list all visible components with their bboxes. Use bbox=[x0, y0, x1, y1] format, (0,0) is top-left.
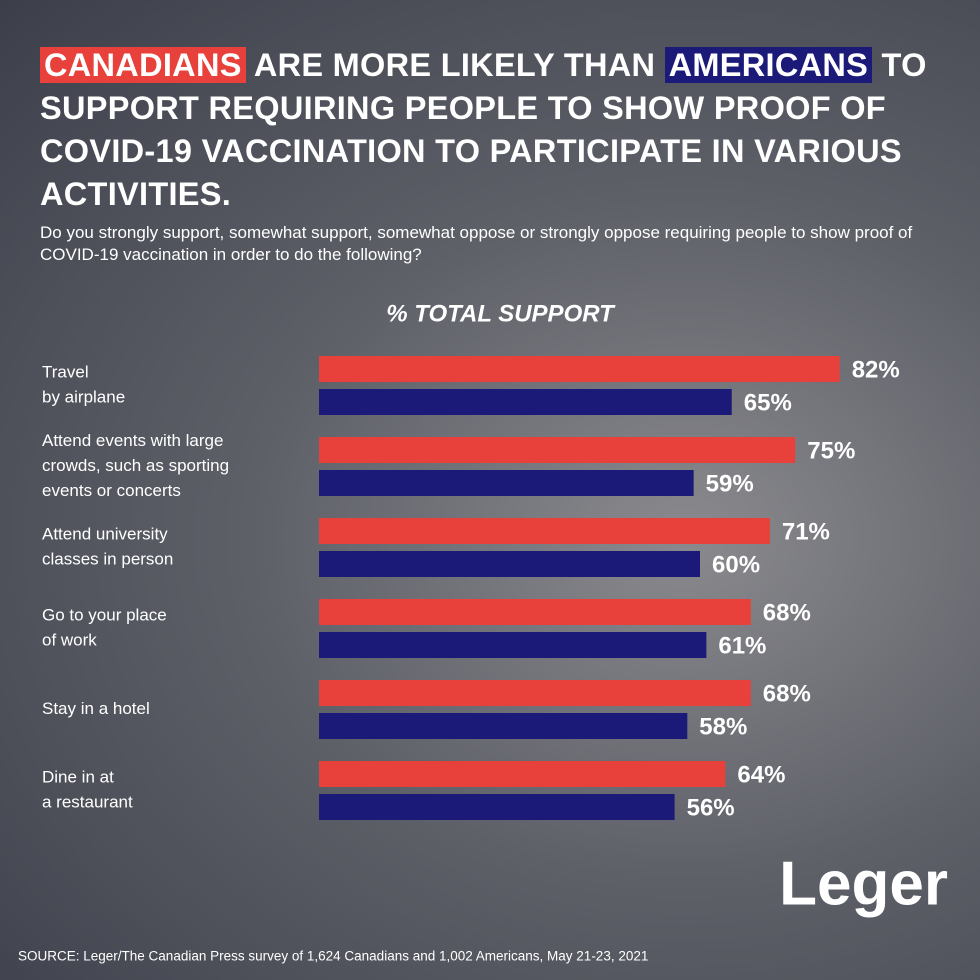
category-label: a restaurant bbox=[42, 792, 133, 811]
bar bbox=[319, 599, 751, 625]
category-label: by airplane bbox=[42, 387, 125, 406]
value-label: 65% bbox=[744, 389, 792, 416]
value-label: 56% bbox=[687, 794, 735, 821]
category-label: Travel bbox=[42, 362, 89, 381]
logo: Leger bbox=[779, 849, 948, 918]
bar bbox=[319, 437, 796, 463]
bar bbox=[319, 680, 751, 706]
bar bbox=[319, 761, 726, 787]
value-label: 64% bbox=[737, 761, 785, 788]
value-label: 75% bbox=[807, 437, 855, 464]
value-header: % TOTAL SUPPORT bbox=[386, 300, 616, 327]
category-label: Attend university bbox=[42, 524, 168, 543]
value-label: 71% bbox=[782, 518, 830, 545]
bar bbox=[319, 356, 840, 382]
bar bbox=[319, 632, 707, 658]
title-highlight: AMERICANS bbox=[664, 47, 873, 83]
category-label: Stay in a hotel bbox=[42, 699, 150, 718]
category-label: Go to your place bbox=[42, 605, 167, 624]
category-label: Attend events with large bbox=[42, 431, 223, 450]
bar bbox=[319, 389, 732, 415]
category-label: events or concerts bbox=[42, 481, 181, 500]
value-label: 61% bbox=[718, 632, 766, 659]
category-label: Dine in at bbox=[42, 767, 114, 786]
subtitle: Do you strongly support, somewhat suppor… bbox=[40, 223, 913, 264]
value-label: 68% bbox=[763, 599, 811, 626]
value-label: 59% bbox=[706, 470, 754, 497]
category-label: crowds, such as sporting bbox=[42, 456, 229, 475]
title: CANADIANS ARE MORE LIKELY THAN AMERICANS… bbox=[40, 44, 940, 216]
value-label: 68% bbox=[763, 680, 811, 707]
title-text: TO SUPPORT REQUIRING PEOPLE TO SHOW PROO… bbox=[40, 47, 927, 212]
source: SOURCE: Leger/The Canadian Press survey … bbox=[18, 949, 648, 964]
category-label: of work bbox=[42, 630, 97, 649]
bar bbox=[319, 551, 700, 577]
bar bbox=[319, 470, 694, 496]
bar bbox=[319, 794, 675, 820]
title-text: ARE MORE LIKELY THAN bbox=[253, 47, 656, 83]
value-label: 60% bbox=[712, 551, 760, 578]
title-highlight: CANADIANS bbox=[40, 47, 246, 83]
value-label: 58% bbox=[699, 713, 747, 740]
bar bbox=[319, 713, 688, 739]
bar bbox=[319, 518, 770, 544]
value-label: 82% bbox=[852, 356, 900, 383]
category-label: classes in person bbox=[42, 549, 173, 568]
